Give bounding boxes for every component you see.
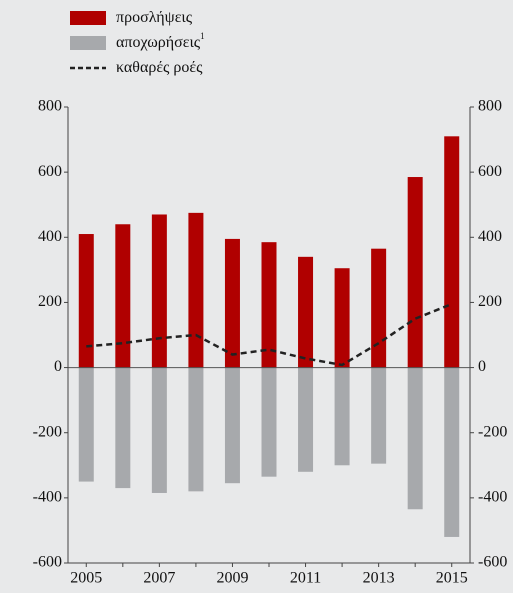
bar <box>151 367 167 493</box>
bar <box>78 367 94 482</box>
legend-name: αποχωρήσεις <box>116 34 201 51</box>
bar <box>151 214 167 368</box>
bar <box>261 367 277 477</box>
y2-tick-label: 600 <box>478 163 502 180</box>
bar <box>298 256 314 368</box>
y-tick-label: 400 <box>38 228 62 245</box>
bar <box>115 224 131 368</box>
y2-tick-label: -200 <box>478 423 507 440</box>
bar <box>371 367 387 464</box>
y-tick-label: 600 <box>38 163 62 180</box>
y-tick-label: -400 <box>33 489 62 506</box>
bar <box>224 238 240 368</box>
bar <box>407 177 423 368</box>
y-tick-label: 0 <box>54 358 62 375</box>
bar <box>444 367 460 537</box>
bar <box>78 234 94 368</box>
bar <box>334 367 350 466</box>
y-tick-label: -600 <box>33 554 62 571</box>
bar <box>444 136 460 368</box>
bar <box>298 367 314 472</box>
x-tick-label: 2009 <box>216 570 248 587</box>
y2-tick-label: 400 <box>478 228 502 245</box>
y-tick-label: 200 <box>38 293 62 310</box>
legend-swatch <box>70 36 106 50</box>
bar <box>188 212 204 368</box>
bar <box>407 367 423 510</box>
x-tick-label: 2007 <box>143 570 175 587</box>
y2-tick-label: 800 <box>478 98 502 115</box>
y-tick-label: -200 <box>33 423 62 440</box>
y2-tick-label: -600 <box>478 554 507 571</box>
legend-footnote: 1 <box>200 31 205 41</box>
legend-name: προσλήψεις <box>116 9 193 26</box>
x-tick-label: 2005 <box>70 570 102 587</box>
legend-label: προσλήψεις <box>116 9 193 26</box>
bar <box>334 268 350 368</box>
legend-label: αποχωρήσεις1 <box>116 31 205 51</box>
bar <box>115 367 131 489</box>
legend-swatch <box>70 11 106 25</box>
legend-label: καθαρές ροές <box>116 59 203 76</box>
y2-tick-label: 0 <box>478 358 486 375</box>
y2-tick-label: -400 <box>478 489 507 506</box>
bar <box>224 367 240 484</box>
y2-tick-label: 200 <box>478 293 502 310</box>
x-tick-label: 2011 <box>290 570 321 587</box>
x-tick-label: 2015 <box>436 570 468 587</box>
y-tick-label: 800 <box>38 98 62 115</box>
x-tick-label: 2013 <box>363 570 395 587</box>
legend-name: καθαρές ροές <box>116 59 203 76</box>
bar <box>188 367 204 492</box>
bar <box>371 248 387 368</box>
bar <box>261 242 277 368</box>
line <box>86 302 453 367</box>
